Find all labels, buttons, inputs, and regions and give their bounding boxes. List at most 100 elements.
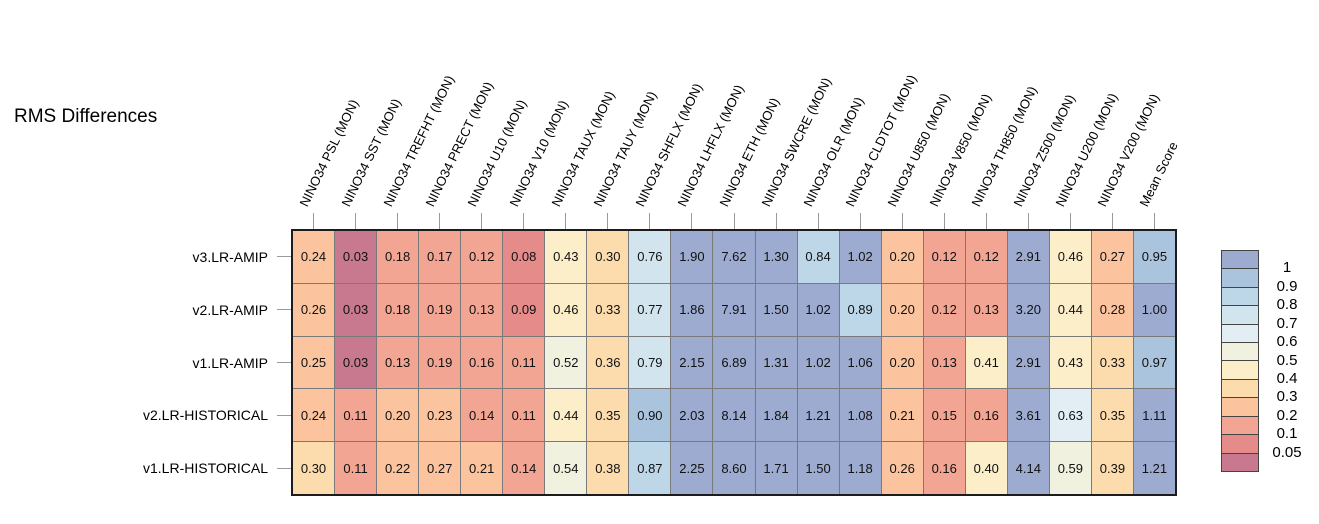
colorbar-tick-label: 0.4	[1276, 369, 1298, 387]
colorbar-band	[1222, 453, 1258, 471]
heatmap-cell: 0.63	[1049, 389, 1091, 442]
colorbar-band	[1222, 306, 1258, 324]
heatmap-cell: 2.91	[1007, 231, 1049, 283]
heatmap-cell: 1.30	[755, 231, 797, 283]
row-tick	[277, 256, 292, 258]
colorbar-band	[1222, 435, 1258, 453]
heatmap-cell: 0.09	[503, 283, 545, 336]
heatmap-cell: 0.54	[545, 442, 587, 494]
heatmap-cell: 0.08	[503, 231, 545, 283]
heatmap-cell: 1.02	[797, 336, 839, 389]
column-tick	[985, 213, 987, 229]
heatmap-cell: 3.61	[1007, 389, 1049, 442]
heatmap-cell: 1.02	[839, 231, 881, 283]
heatmap-cell: 0.24	[293, 231, 335, 283]
colorbar-tick-label: 0.1	[1276, 425, 1298, 443]
column-tick	[565, 213, 567, 229]
heatmap-cell: 0.23	[419, 389, 461, 442]
heatmap-cell: 1.11	[1133, 389, 1175, 442]
heatmap-cell: 1.21	[797, 389, 839, 442]
colorbar-band	[1222, 379, 1258, 398]
heatmap-cell: 1.71	[755, 442, 797, 494]
heatmap-cell: 0.87	[629, 442, 671, 494]
heatmap-cell: 0.12	[923, 231, 965, 283]
heatmap-cell: 4.14	[1007, 442, 1049, 494]
heatmap-cell: 8.60	[713, 442, 755, 494]
heatmap-cell: 0.12	[923, 283, 965, 336]
heatmap-cell: 1.00	[1133, 283, 1175, 336]
heatmap-cell: 0.18	[377, 231, 419, 283]
column-tick	[607, 213, 609, 229]
heatmap-cell: 0.77	[629, 283, 671, 336]
heatmap-cell: 0.30	[293, 442, 335, 494]
heatmap-cell: 0.33	[587, 283, 629, 336]
heatmap-cell: 0.13	[923, 336, 965, 389]
heatmap-cell: 0.12	[461, 231, 503, 283]
heatmap-cell: 0.26	[293, 283, 335, 336]
colorbar-band	[1222, 287, 1258, 306]
column-tick	[397, 213, 399, 229]
colorbar-band	[1222, 361, 1258, 379]
heatmap-cell: 0.46	[1049, 231, 1091, 283]
heatmap-cell: 0.39	[1091, 442, 1133, 494]
heatmap-grid: 0.24 0.03 0.18 0.17 0.12 0.08 0.43 0.30 0.76 1.90…	[291, 229, 1177, 496]
row-label: v3.LR-AMIP	[192, 248, 268, 265]
heatmap-cell: 0.43	[1049, 336, 1091, 389]
heatmap-cell: 0.15	[923, 389, 965, 442]
heatmap-cell: 0.89	[839, 283, 881, 336]
heatmap-cell: 0.41	[965, 336, 1007, 389]
colorbar-tick-label: 0.9	[1276, 277, 1298, 295]
heatmap-cell: 0.43	[545, 231, 587, 283]
colorbar-tick-label: 0.8	[1276, 296, 1298, 314]
heatmap-cell: 0.26	[881, 442, 923, 494]
heatmap-cell: 1.02	[797, 283, 839, 336]
column-tick	[313, 213, 315, 229]
column-tick	[481, 213, 483, 229]
heatmap-cell: 0.35	[1091, 389, 1133, 442]
colorbar-band	[1222, 269, 1258, 287]
heatmap-cell: 0.11	[503, 336, 545, 389]
heatmap-cell: 1.06	[839, 336, 881, 389]
colorbar-tick-label: 0.3	[1276, 388, 1298, 406]
heatmap-cell: 0.52	[545, 336, 587, 389]
heatmap-cell: 0.27	[419, 442, 461, 494]
heatmap-cell: 2.91	[1007, 336, 1049, 389]
heatmap-cell: 1.90	[671, 231, 713, 283]
heatmap-cell: 0.84	[797, 231, 839, 283]
column-tick	[649, 213, 651, 229]
heatmap-cell: 0.33	[1091, 336, 1133, 389]
heatmap-cell: 0.28	[1091, 283, 1133, 336]
colorbar-tick-label: 1	[1282, 259, 1292, 277]
heatmap-cell: 7.91	[713, 283, 755, 336]
colorbar-band	[1222, 416, 1258, 435]
heatmap-cell: 0.11	[335, 442, 377, 494]
column-label: Mean Score	[1136, 139, 1182, 209]
heatmap-cell: 0.46	[545, 283, 587, 336]
heatmap-cell: 0.97	[1133, 336, 1175, 389]
heatmap-cell: 1.18	[839, 442, 881, 494]
heatmap-cell: 0.21	[881, 389, 923, 442]
heatmap-cell: 1.50	[797, 442, 839, 494]
heatmap-cell: 1.84	[755, 389, 797, 442]
heatmap-cell: 0.95	[1133, 231, 1175, 283]
heatmap-cell: 0.44	[545, 389, 587, 442]
heatmap-cell: 7.62	[713, 231, 755, 283]
column-tick	[1027, 213, 1029, 229]
column-tick	[1111, 213, 1113, 229]
heatmap-cell: 0.36	[587, 336, 629, 389]
colorbar-tick-label: 0.05	[1272, 443, 1302, 461]
heatmap-cell: 0.16	[461, 336, 503, 389]
heatmap-cell: 0.24	[293, 389, 335, 442]
heatmap-cell: 0.13	[377, 336, 419, 389]
heatmap-cell: 0.19	[419, 283, 461, 336]
heatmap-cell: 0.27	[1091, 231, 1133, 283]
heatmap-cell: 0.14	[461, 389, 503, 442]
column-tick	[691, 213, 693, 229]
colorbar-band	[1222, 251, 1258, 269]
heatmap-cell: 0.30	[587, 231, 629, 283]
heatmap-cell: 0.22	[377, 442, 419, 494]
column-tick	[733, 213, 735, 229]
column-tick	[1069, 213, 1071, 229]
column-tick	[1153, 213, 1155, 229]
